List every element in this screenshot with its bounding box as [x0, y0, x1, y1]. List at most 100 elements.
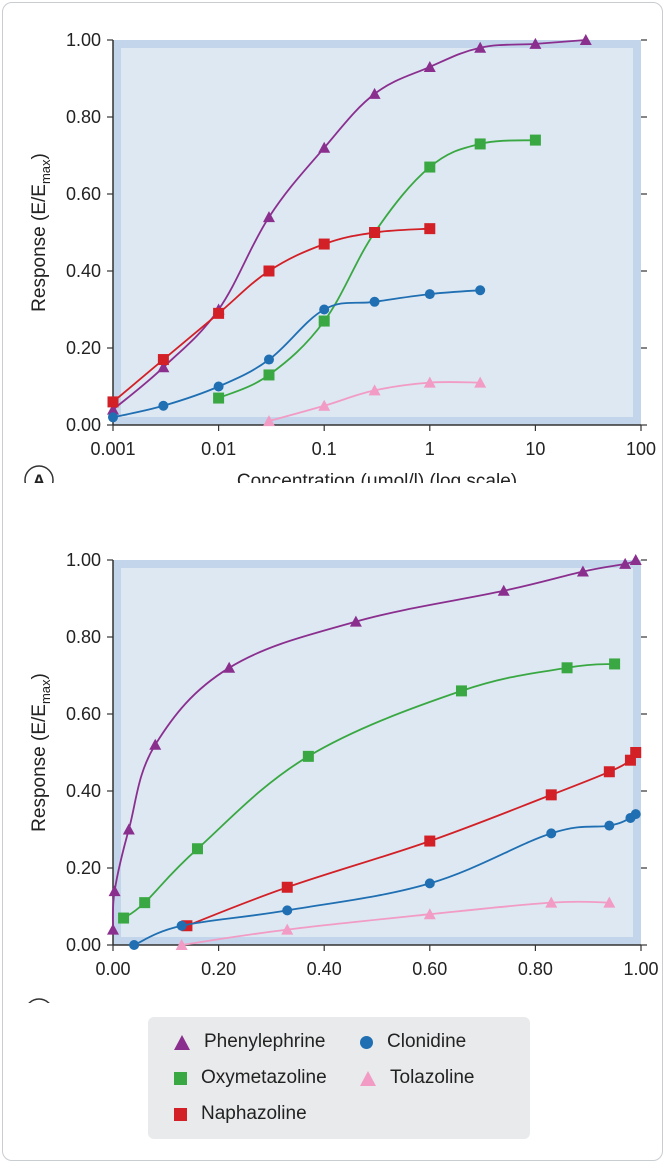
panel-label-circle: [28, 998, 50, 1003]
series-clonidine: [108, 285, 486, 423]
square-marker-icon: [174, 1071, 187, 1085]
data-point: [579, 34, 592, 45]
x-tick-label: 0.80: [518, 959, 553, 979]
y-tick-label: 1.00: [66, 30, 101, 50]
x-tick-label: 0.001: [90, 439, 135, 459]
data-point: [122, 823, 135, 835]
data-point: [603, 766, 615, 778]
data-point: [545, 789, 557, 801]
data-point: [474, 138, 486, 150]
legend-item-phenylephrine: Phenylephrine: [174, 1031, 325, 1053]
x-tick-label: 100: [626, 439, 656, 459]
chart-legend: Phenylephrine Clonidine Oxymetazoline To…: [148, 1017, 530, 1139]
y-axis-title: Response (E/Emax): [29, 673, 53, 832]
data-point: [424, 878, 435, 889]
square-marker-icon: [174, 1107, 187, 1121]
x-axis-title: Concentration (μmol/l) (log scale): [237, 471, 517, 483]
data-point: [368, 384, 381, 396]
data-point: [262, 211, 275, 223]
data-point: [318, 141, 331, 153]
legend-label: Tolazoline: [390, 1067, 475, 1088]
legend-item-tolazoline: Tolazoline: [360, 1067, 475, 1089]
data-point: [423, 60, 436, 72]
data-point: [630, 747, 642, 758]
y-tick-label: 0.40: [66, 781, 101, 801]
x-tick-label: 1.00: [623, 959, 658, 979]
x-tick-label: 1: [425, 439, 435, 459]
data-point: [158, 400, 169, 411]
data-point: [545, 896, 558, 908]
data-point: [181, 920, 193, 932]
data-point: [281, 881, 293, 893]
panel-label: A: [33, 471, 45, 483]
data-point: [604, 820, 615, 831]
data-point: [302, 750, 314, 762]
data-point: [529, 37, 542, 49]
series-phenylephrine: [107, 34, 592, 415]
circle-marker-icon: [360, 1035, 373, 1049]
data-point: [475, 285, 486, 296]
y-tick-label: 1.00: [66, 550, 101, 570]
data-point: [213, 381, 224, 392]
series-naphazoline: [181, 747, 642, 932]
series-tolazoline: [262, 376, 487, 427]
y-axis-title-sub: max: [38, 159, 53, 184]
y-tick-label: 0.80: [66, 627, 101, 647]
y-tick-label: 0.60: [66, 184, 101, 204]
data-point: [118, 912, 130, 924]
series-line: [111, 559, 637, 930]
data-point: [424, 835, 436, 847]
y-tick-label: 0.80: [66, 107, 101, 127]
data-point: [176, 920, 187, 931]
data-point: [263, 369, 275, 381]
data-point: [603, 896, 616, 908]
chart-panel-a: 0.00 0.20 0.40 0.60 0.80 1.00 0.001 0.01 0.1 1 10 1…: [24, 30, 656, 483]
data-point: [349, 615, 362, 627]
data-point: [497, 584, 510, 596]
data-point: [529, 134, 541, 146]
data-point: [369, 227, 381, 238]
data-point: [191, 843, 203, 855]
x-tick-label: 10: [525, 439, 545, 459]
legend-label: Oxymetazoline: [201, 1067, 327, 1088]
data-point: [561, 662, 573, 674]
x-tick-label: 0.00: [95, 959, 130, 979]
data-point: [263, 265, 275, 277]
data-point: [108, 412, 118, 423]
data-point: [223, 661, 236, 673]
y-axis-title-main: Response (E/E: [29, 184, 50, 312]
legend-label: Clonidine: [387, 1031, 467, 1052]
data-point: [281, 923, 294, 935]
series-phenylephrine: [107, 554, 642, 935]
data-point: [318, 238, 330, 250]
data-point: [129, 940, 140, 950]
legend-item-oxymetazoline: Oxymetazoline: [174, 1067, 327, 1089]
series-oxymetazoline: [118, 658, 621, 924]
data-point: [319, 304, 330, 315]
legend-label: Phenylephrine: [204, 1031, 326, 1052]
data-point: [262, 415, 275, 427]
data-point: [423, 376, 436, 388]
data-point: [157, 354, 169, 366]
y-axis-title-sub: max: [38, 679, 53, 704]
data-point: [107, 923, 119, 935]
data-point: [619, 557, 632, 569]
x-tick-label: 0.60: [412, 959, 447, 979]
series-line: [112, 39, 586, 411]
series-line: [181, 900, 610, 946]
data-point: [576, 565, 589, 577]
data-point: [213, 307, 225, 319]
data-point: [423, 908, 436, 920]
data-point: [474, 376, 487, 388]
y-axis-title-close: ): [29, 673, 50, 679]
data-point: [175, 939, 188, 950]
data-point: [157, 361, 170, 373]
data-point: [474, 41, 487, 53]
y-axis-title: Response (E/Emax): [29, 153, 53, 312]
data-point: [424, 223, 436, 235]
x-tick-label: 0.20: [201, 959, 236, 979]
data-point: [318, 399, 331, 411]
panel-label-circle: [24, 465, 54, 483]
data-point: [282, 905, 293, 916]
